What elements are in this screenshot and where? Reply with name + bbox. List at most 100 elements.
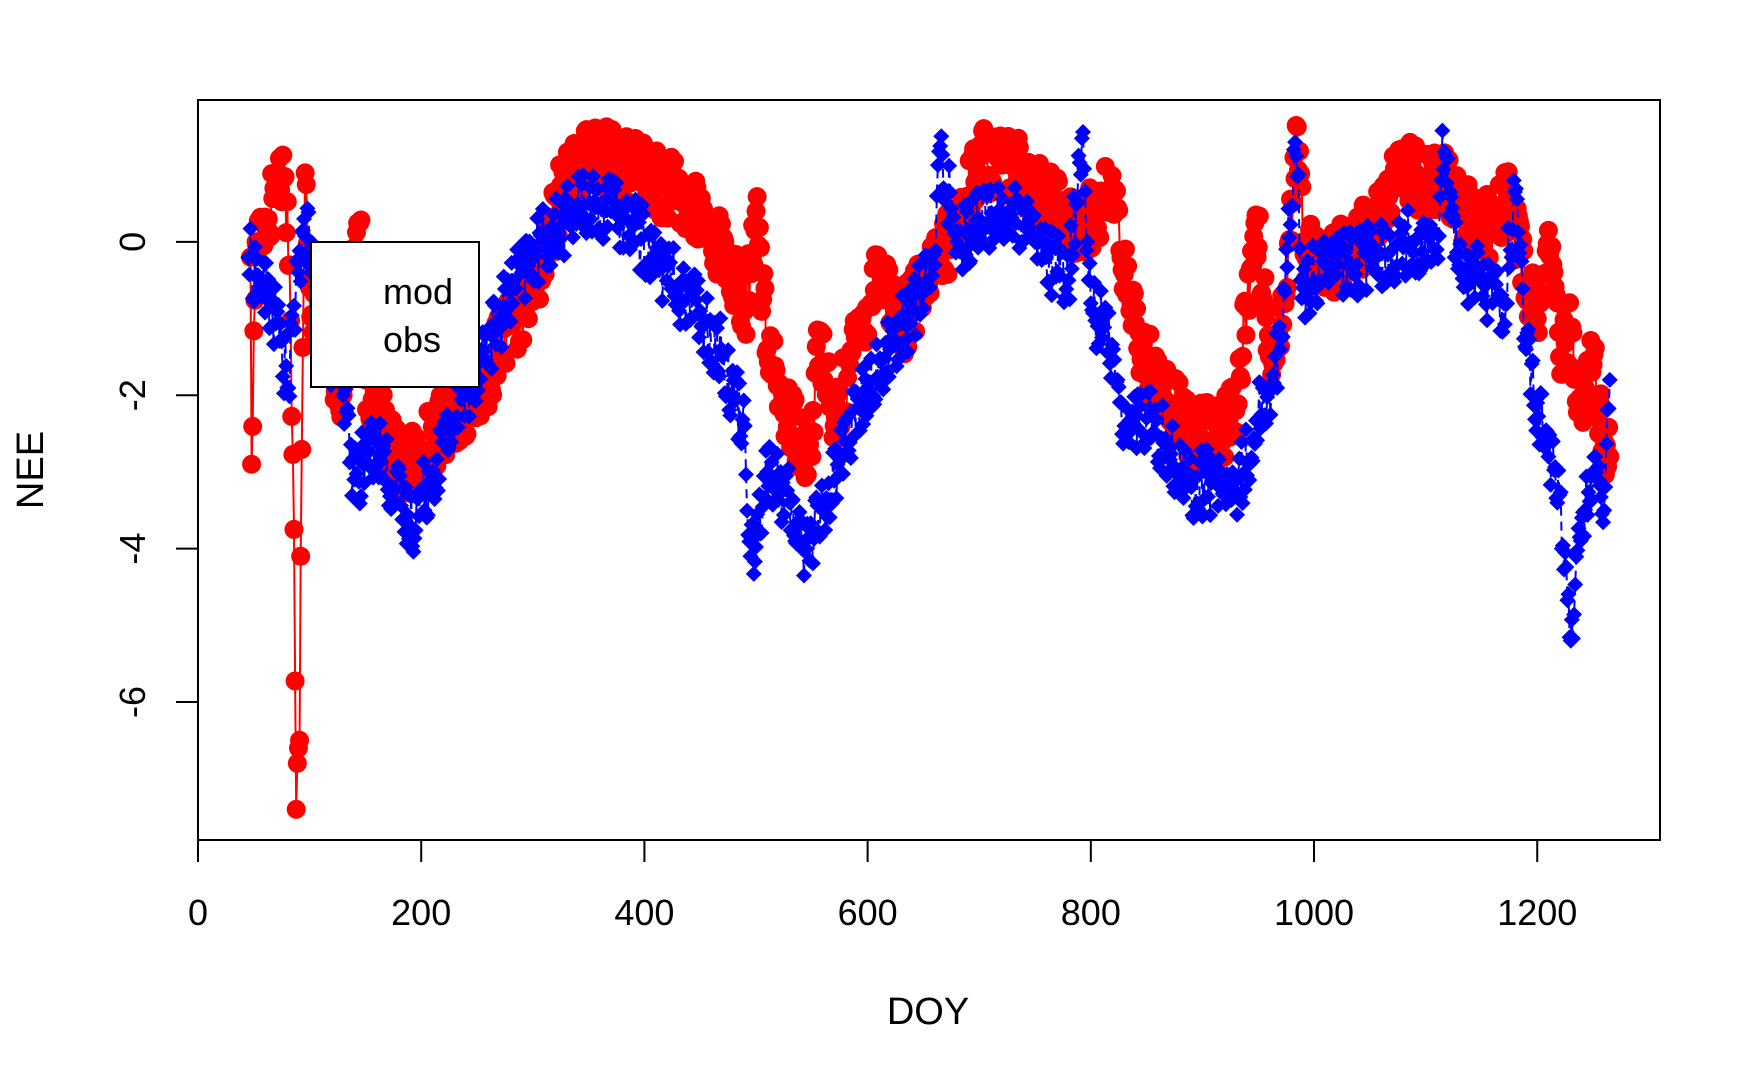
data-point <box>416 502 433 519</box>
data-point <box>431 471 448 488</box>
data-point <box>1431 227 1448 244</box>
series-obs <box>240 122 1618 649</box>
data-point <box>1009 137 1029 157</box>
data-point <box>522 251 539 268</box>
data-point <box>927 242 944 259</box>
data-point <box>1244 452 1261 469</box>
data-point <box>504 295 521 312</box>
data-point <box>1530 408 1547 425</box>
y-tick-label: -6 <box>112 686 153 718</box>
data-point <box>1489 263 1506 280</box>
data-point <box>1434 122 1451 139</box>
data-point <box>1277 284 1294 301</box>
data-point <box>1358 282 1375 299</box>
data-point <box>513 330 533 350</box>
data-point <box>1290 166 1307 183</box>
data-point <box>1109 200 1129 220</box>
legend: mod obs <box>310 241 480 388</box>
data-point <box>770 492 787 509</box>
y-tick-label: -2 <box>112 379 153 411</box>
x-tick-label: 400 <box>614 892 674 933</box>
data-point <box>1169 373 1189 393</box>
data-point <box>1177 390 1197 410</box>
data-point <box>1164 418 1181 435</box>
data-point <box>1106 181 1126 201</box>
data-point <box>530 289 550 309</box>
data-point <box>282 406 302 426</box>
data-point <box>1274 328 1291 345</box>
data-point <box>1124 284 1144 304</box>
data-point <box>817 522 834 539</box>
data-point <box>754 264 774 284</box>
data-point <box>292 439 312 459</box>
data-point <box>376 443 393 460</box>
data-point <box>290 730 310 750</box>
data-point <box>1405 244 1422 261</box>
data-point <box>941 157 958 174</box>
data-point <box>665 151 685 171</box>
data-point <box>1509 191 1526 208</box>
data-point <box>1006 179 1023 196</box>
data-point <box>1234 495 1251 512</box>
data-point <box>467 392 484 409</box>
data-point <box>726 392 743 409</box>
data-point <box>1399 202 1416 219</box>
data-point <box>654 292 671 309</box>
data-point <box>1590 457 1607 474</box>
data-point <box>735 392 752 409</box>
data-point <box>1388 178 1408 198</box>
data-point <box>1140 324 1160 344</box>
data-point <box>736 417 753 434</box>
data-point <box>750 238 770 258</box>
data-point <box>1076 160 1093 177</box>
data-point <box>291 546 311 566</box>
data-point <box>1211 451 1228 468</box>
data-point <box>1542 236 1562 256</box>
data-point <box>879 260 899 280</box>
data-point <box>556 247 573 264</box>
data-point <box>804 422 824 442</box>
data-point <box>802 447 822 467</box>
data-point <box>922 279 939 296</box>
data-point <box>902 315 919 332</box>
data-point <box>1054 243 1071 260</box>
data-point <box>785 390 805 410</box>
x-tick-label: 600 <box>838 892 898 933</box>
series-layer <box>240 116 1620 819</box>
data-point <box>1272 341 1289 358</box>
data-point <box>1510 224 1527 241</box>
data-point <box>798 540 815 557</box>
data-point <box>286 799 306 819</box>
data-point <box>1560 293 1580 313</box>
x-axis-title: DOY <box>887 991 969 1033</box>
data-point <box>1060 272 1077 289</box>
x-axis: 0 200 400 600 800 1000 1200 <box>188 839 1577 933</box>
data-point <box>1329 256 1346 273</box>
data-point <box>942 184 959 201</box>
data-point <box>516 290 533 307</box>
legend-entry-mod: mod <box>383 271 453 312</box>
data-point <box>291 242 308 259</box>
data-point <box>1069 193 1086 210</box>
legend-entry-obs: obs <box>383 319 441 360</box>
data-point <box>1601 371 1618 388</box>
data-point <box>821 509 838 526</box>
data-point <box>722 407 739 424</box>
y-tick-label: -4 <box>112 533 153 565</box>
data-point <box>508 280 525 297</box>
data-point <box>1154 397 1171 414</box>
data-point <box>1038 249 1055 266</box>
data-point <box>945 209 962 226</box>
data-point <box>1062 217 1079 234</box>
data-point <box>1598 435 1615 452</box>
data-point <box>1576 528 1593 545</box>
data-point <box>292 273 309 290</box>
data-point <box>419 507 436 524</box>
data-point <box>1566 606 1583 623</box>
data-point <box>496 353 516 373</box>
data-point <box>731 375 748 392</box>
data-point <box>1063 260 1080 277</box>
data-point <box>1596 502 1613 519</box>
data-point <box>1269 379 1286 396</box>
